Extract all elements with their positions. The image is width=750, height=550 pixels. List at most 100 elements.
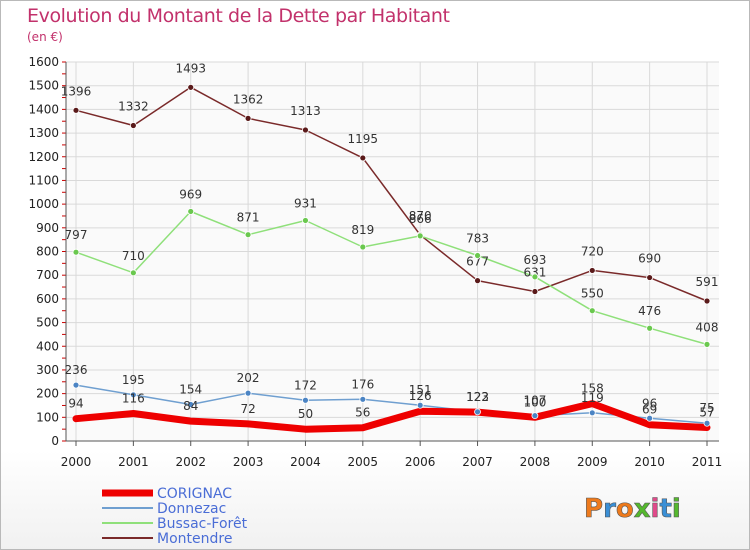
legend-label: Montendre bbox=[157, 531, 232, 547]
data-label: 1493 bbox=[175, 61, 206, 75]
data-point bbox=[302, 217, 309, 224]
y-tick-label: 1300 bbox=[28, 126, 59, 140]
legend-label: Donnezac bbox=[157, 501, 226, 517]
data-point bbox=[187, 83, 195, 91]
y-tick-label: 800 bbox=[36, 245, 59, 259]
data-label: 202 bbox=[237, 371, 260, 385]
y-tick-label: 100 bbox=[36, 410, 59, 424]
data-point bbox=[187, 401, 195, 408]
data-point bbox=[129, 269, 137, 277]
legend-label: CORIGNAC bbox=[157, 486, 232, 502]
data-point bbox=[72, 248, 80, 256]
series-line-donnezac bbox=[75, 384, 708, 424]
chart-subtitle: (en €) bbox=[27, 30, 63, 44]
data-label: 236 bbox=[65, 363, 88, 377]
data-point bbox=[359, 243, 367, 251]
data-point bbox=[646, 274, 654, 281]
y-tick-label: 1400 bbox=[28, 102, 59, 116]
data-label: 50 bbox=[298, 407, 313, 421]
x-tick-label: 2001 bbox=[118, 455, 149, 469]
data-point bbox=[244, 389, 252, 397]
data-label: 969 bbox=[179, 187, 202, 201]
data-label: 123 bbox=[466, 390, 489, 404]
data-label: 1396 bbox=[61, 84, 92, 98]
data-point bbox=[244, 114, 252, 122]
data-label: 1195 bbox=[348, 132, 379, 146]
data-point bbox=[531, 412, 539, 420]
data-point bbox=[531, 273, 539, 281]
data-label: 94 bbox=[68, 397, 83, 411]
data-label: 690 bbox=[638, 252, 661, 266]
data-label: 866 bbox=[409, 212, 432, 226]
data-label: 122 bbox=[466, 390, 489, 404]
x-tick-label: 2008 bbox=[520, 455, 551, 469]
x-tick-label: 2006 bbox=[405, 455, 436, 469]
y-tick-label: 200 bbox=[36, 387, 59, 401]
x-tick-label: 2009 bbox=[577, 455, 608, 469]
data-label: 126 bbox=[409, 389, 432, 403]
data-point bbox=[72, 381, 80, 389]
data-point bbox=[588, 307, 596, 315]
data-point bbox=[359, 395, 367, 403]
data-label: 154 bbox=[179, 383, 202, 397]
data-label: 870 bbox=[409, 209, 432, 223]
data-point bbox=[646, 414, 654, 422]
series-line-montendre bbox=[75, 86, 708, 302]
data-point bbox=[474, 252, 481, 259]
y-tick-label: 600 bbox=[36, 292, 59, 306]
data-label: 931 bbox=[294, 196, 317, 210]
data-label: 158 bbox=[581, 382, 604, 396]
x-tick-label: 2000 bbox=[61, 455, 92, 469]
data-label: 1362 bbox=[233, 92, 264, 106]
legend-label: Bussac-Forêt bbox=[157, 516, 248, 532]
data-point bbox=[703, 297, 711, 305]
data-point bbox=[703, 419, 711, 427]
data-label: 56 bbox=[355, 406, 370, 420]
data-label: 172 bbox=[294, 378, 317, 392]
data-point bbox=[416, 232, 424, 240]
data-label: 871 bbox=[237, 211, 260, 225]
data-point bbox=[129, 122, 137, 129]
data-point bbox=[244, 231, 252, 239]
y-tick-label: 1200 bbox=[28, 150, 59, 164]
data-label: 710 bbox=[122, 249, 145, 263]
y-tick-label: 700 bbox=[36, 268, 59, 282]
y-tick-label: 1500 bbox=[28, 79, 59, 93]
data-label: 720 bbox=[581, 244, 604, 258]
chart-title: Evolution du Montant de la Dette par Hab… bbox=[27, 5, 450, 27]
data-point bbox=[646, 324, 654, 332]
data-point bbox=[703, 340, 711, 348]
x-tick-label: 2003 bbox=[233, 455, 264, 469]
data-label: 1332 bbox=[118, 99, 149, 113]
y-tick-label: 0 bbox=[51, 434, 59, 448]
data-label: 57 bbox=[699, 405, 714, 419]
x-tick-label: 2002 bbox=[175, 455, 206, 469]
data-label: 797 bbox=[65, 228, 88, 242]
data-point bbox=[302, 396, 309, 404]
data-label: 119 bbox=[581, 391, 604, 405]
data-label: 100 bbox=[523, 395, 546, 409]
data-point bbox=[129, 391, 137, 399]
series-line-bussac-forêt bbox=[75, 210, 708, 346]
data-label: 631 bbox=[523, 266, 546, 280]
data-point bbox=[531, 288, 539, 295]
data-label: 1313 bbox=[290, 104, 321, 118]
data-label: 819 bbox=[351, 223, 374, 237]
data-point bbox=[588, 409, 596, 417]
data-label: 84 bbox=[183, 399, 198, 413]
data-label: 75 bbox=[699, 401, 714, 415]
x-tick-label: 2011 bbox=[692, 455, 723, 469]
x-tick-label: 2007 bbox=[462, 455, 493, 469]
data-label: 151 bbox=[409, 383, 432, 397]
y-tick-label: 1600 bbox=[28, 55, 59, 69]
data-label: 195 bbox=[122, 373, 145, 387]
data-label: 783 bbox=[466, 232, 489, 246]
data-point bbox=[474, 408, 481, 416]
data-point bbox=[72, 106, 80, 114]
data-label: 72 bbox=[240, 402, 255, 416]
series-line-corignac bbox=[72, 400, 711, 433]
data-label: 176 bbox=[351, 377, 374, 391]
data-point bbox=[302, 126, 309, 134]
data-point bbox=[187, 208, 195, 215]
